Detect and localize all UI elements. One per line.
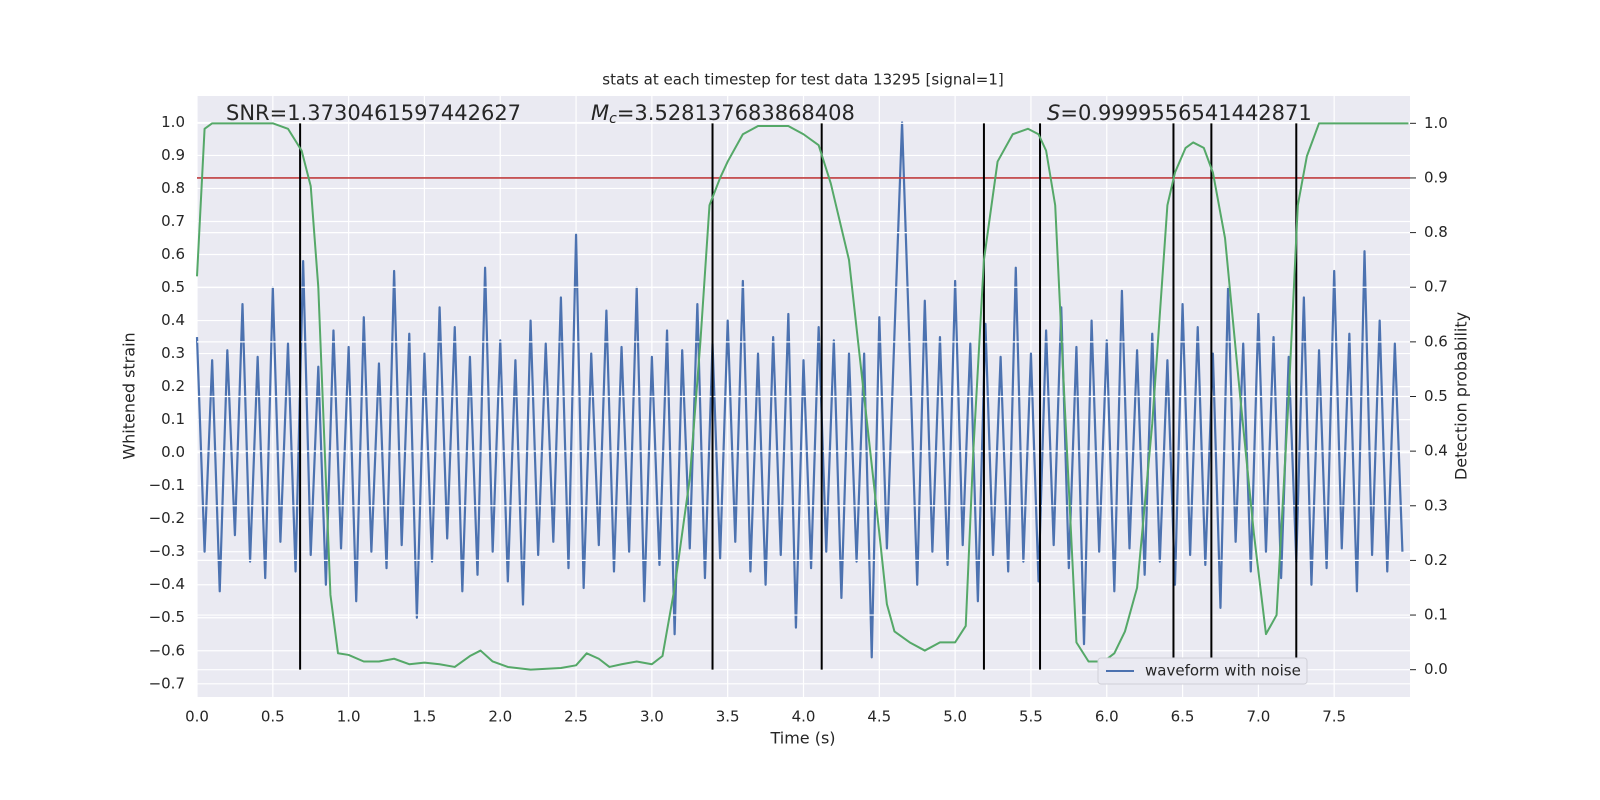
y2-tick-label: 0.5 <box>1424 387 1448 405</box>
annotation: S=0.9999556541442871 <box>1047 101 1312 125</box>
x-tick-label: 0.5 <box>261 708 285 726</box>
y-tick-label: 0.6 <box>161 245 185 263</box>
y2-tick-label: 0.8 <box>1424 223 1448 241</box>
y-tick-label: 0.9 <box>161 146 185 164</box>
y2-tick-label: 0.2 <box>1424 551 1448 569</box>
y-tick-label: 0.7 <box>161 212 185 230</box>
x-tick-label: 3.5 <box>716 708 740 726</box>
x-tick-label: 3.0 <box>640 708 664 726</box>
legend-box <box>1097 657 1308 685</box>
annotation-subscript: c <box>609 111 617 127</box>
x-tick-label: 4.0 <box>792 708 816 726</box>
x-tick-label: 2.5 <box>564 708 588 726</box>
x-tick-label: 7.5 <box>1322 708 1346 726</box>
y2-tick-label: 0.7 <box>1424 278 1448 296</box>
y-tick-label: 0.4 <box>161 311 185 329</box>
y2-tick-label: 0.4 <box>1424 442 1448 460</box>
y2-tick-label: 0.9 <box>1424 168 1448 186</box>
y2-tick-label: 0.3 <box>1424 496 1448 514</box>
x-tick-label: 1.0 <box>337 708 361 726</box>
x-tick-label: 2.0 <box>488 708 512 726</box>
y-tick-label: −0.7 <box>149 674 185 692</box>
probability-line <box>196 122 1409 671</box>
y-tick-label: −0.4 <box>149 575 185 593</box>
y-tick-label: −0.2 <box>149 509 185 527</box>
annotation: SNR=1.3730461597442627 <box>226 101 521 125</box>
y-tick-label: 0.0 <box>161 443 185 461</box>
y2-tick-label: 0.6 <box>1424 332 1448 350</box>
legend-label: waveform with noise <box>1145 662 1301 680</box>
y-tick-label: 1.0 <box>161 113 185 131</box>
x-tick-label: 7.0 <box>1246 708 1270 726</box>
x-tick-label: 5.5 <box>1019 708 1043 726</box>
y-tick-label: −0.3 <box>149 542 185 560</box>
y-tick-label: −0.6 <box>149 641 185 659</box>
annotation-symbol: M <box>591 101 609 125</box>
annotation: Mc=3.528137683868408 <box>591 101 855 127</box>
y-tick-label: 0.1 <box>161 410 185 428</box>
y2-axis-label: Detection probability <box>1452 312 1471 480</box>
x-tick-label: 5.0 <box>943 708 967 726</box>
y-tick-label: 0.5 <box>161 278 185 296</box>
annotation-text: =0.9999556541442871 <box>1060 101 1311 125</box>
chart-title: stats at each timestep for test data 132… <box>602 71 1003 89</box>
y-tick-label: 0.3 <box>161 344 185 362</box>
y-tick-label: 0.2 <box>161 377 185 395</box>
x-tick-label: 4.5 <box>867 708 891 726</box>
y2-tick-label: 0.0 <box>1424 660 1448 678</box>
y-tick-label: −0.5 <box>149 608 185 626</box>
waveform-line <box>195 121 1404 659</box>
legend: waveform with noise <box>1097 657 1308 685</box>
y-axis-label: Whitened strain <box>120 332 139 459</box>
x-tick-label: 0.0 <box>185 708 209 726</box>
y2-tick-label: 0.1 <box>1424 606 1448 624</box>
y-tick-label: −0.1 <box>149 476 185 494</box>
x-tick-label: 6.0 <box>1095 708 1119 726</box>
annotation-symbol: S <box>1047 101 1060 125</box>
x-tick-label: 1.5 <box>413 708 437 726</box>
annotation-text: SNR=1.3730461597442627 <box>226 101 521 125</box>
y-tick-label: 0.8 <box>161 179 185 197</box>
annotation-text: =3.528137683868408 <box>617 101 855 125</box>
x-axis-label: Time (s) <box>769 729 835 748</box>
y2-tick-label: 1.0 <box>1424 114 1448 132</box>
x-tick-label: 6.5 <box>1171 708 1195 726</box>
